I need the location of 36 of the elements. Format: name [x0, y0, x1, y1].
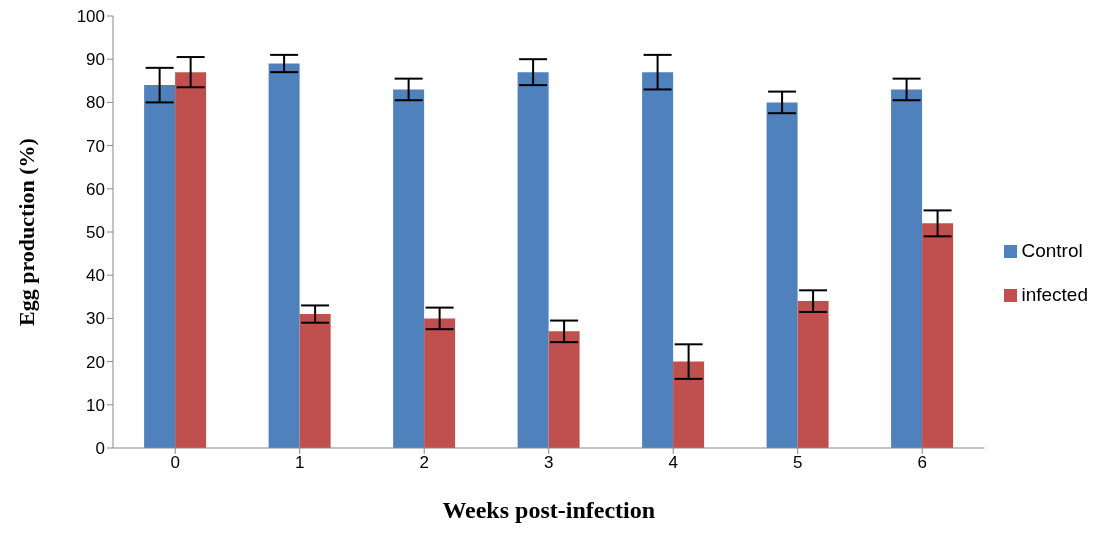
- bar: [766, 102, 798, 448]
- y-tick-label: 20: [86, 352, 105, 372]
- y-tick-label: 10: [86, 395, 105, 415]
- y-tick-label: 0: [95, 439, 105, 459]
- y-tick-label: 80: [86, 93, 105, 113]
- x-tick-label: 3: [543, 453, 554, 473]
- y-tick-label: 100: [76, 7, 105, 27]
- legend-label: infected: [1021, 284, 1088, 305]
- y-tick-label: 60: [86, 179, 105, 199]
- bar: [517, 72, 549, 448]
- bar: [548, 331, 580, 448]
- bar: [393, 89, 425, 448]
- bar: [299, 314, 331, 448]
- bar: [268, 63, 300, 448]
- x-tick-label: 6: [917, 453, 927, 473]
- y-tick-label: 50: [86, 223, 105, 243]
- bar: [673, 361, 705, 448]
- bar: [424, 318, 456, 448]
- bar: [891, 89, 923, 448]
- x-tick-label: 4: [668, 453, 678, 473]
- y-tick-label: 30: [86, 309, 105, 329]
- x-axis-title: Weeks post-infection: [442, 497, 656, 523]
- bar: [797, 301, 829, 448]
- bar: [175, 72, 207, 448]
- bar: [922, 223, 954, 448]
- y-tick-label: 70: [86, 136, 105, 156]
- bar: [642, 72, 674, 448]
- x-tick-label: 5: [792, 453, 803, 473]
- y-tick-label: 40: [86, 266, 105, 286]
- x-tick-label: 0: [170, 453, 180, 473]
- x-tick-label: 2: [419, 453, 429, 473]
- legend-label: Control: [1021, 240, 1083, 261]
- bar: [144, 85, 176, 448]
- x-tick-label: 1: [295, 453, 305, 473]
- y-tick-label: 90: [86, 50, 105, 70]
- y-axis-title: Egg production (%): [13, 138, 39, 326]
